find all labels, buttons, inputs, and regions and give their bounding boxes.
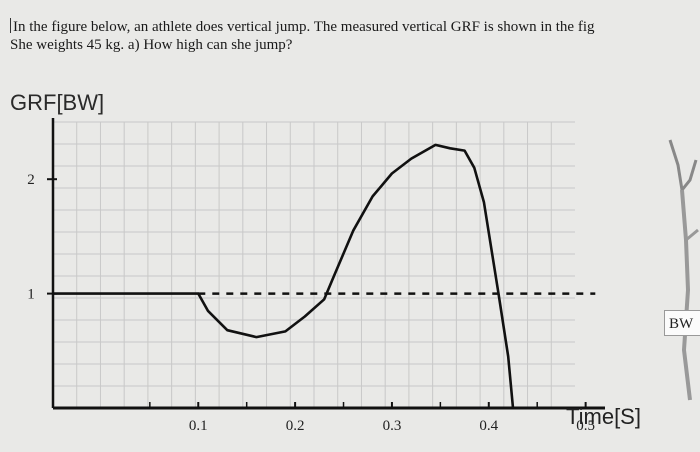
chart-series [53,143,596,409]
figure-bw-label: BW [664,310,700,336]
x-tick-label: 0.3 [383,418,402,434]
grf-curve [53,143,515,409]
question-line-1: In the figure below, an athlete does ver… [10,18,700,36]
x-tick-label: 0.4 [479,418,498,434]
chart-ticks: 0.1 0.2 0.3 0.4 0.5 1 2 [27,172,595,434]
question-text: In the figure below, an athlete does ver… [10,18,700,54]
x-tick-label: 0.2 [286,418,305,434]
y-tick-label: 2 [27,172,35,188]
y-axis-label: GRF[BW] [10,90,105,115]
text-cursor [10,18,11,33]
question-line-1-text: In the figure below, an athlete does ver… [13,19,595,35]
question-line-2: She weights 45 kg. a) How high can she j… [10,37,293,53]
x-tick-label: 0.1 [189,418,208,434]
athlete-figure-icon [668,139,699,401]
x-axis-label: Time[S] [566,404,641,429]
chart-grid [52,121,575,409]
x-tick-label: 0.5 [576,418,595,434]
chart-axes [51,118,605,410]
y-tick-label: 1 [27,287,35,303]
